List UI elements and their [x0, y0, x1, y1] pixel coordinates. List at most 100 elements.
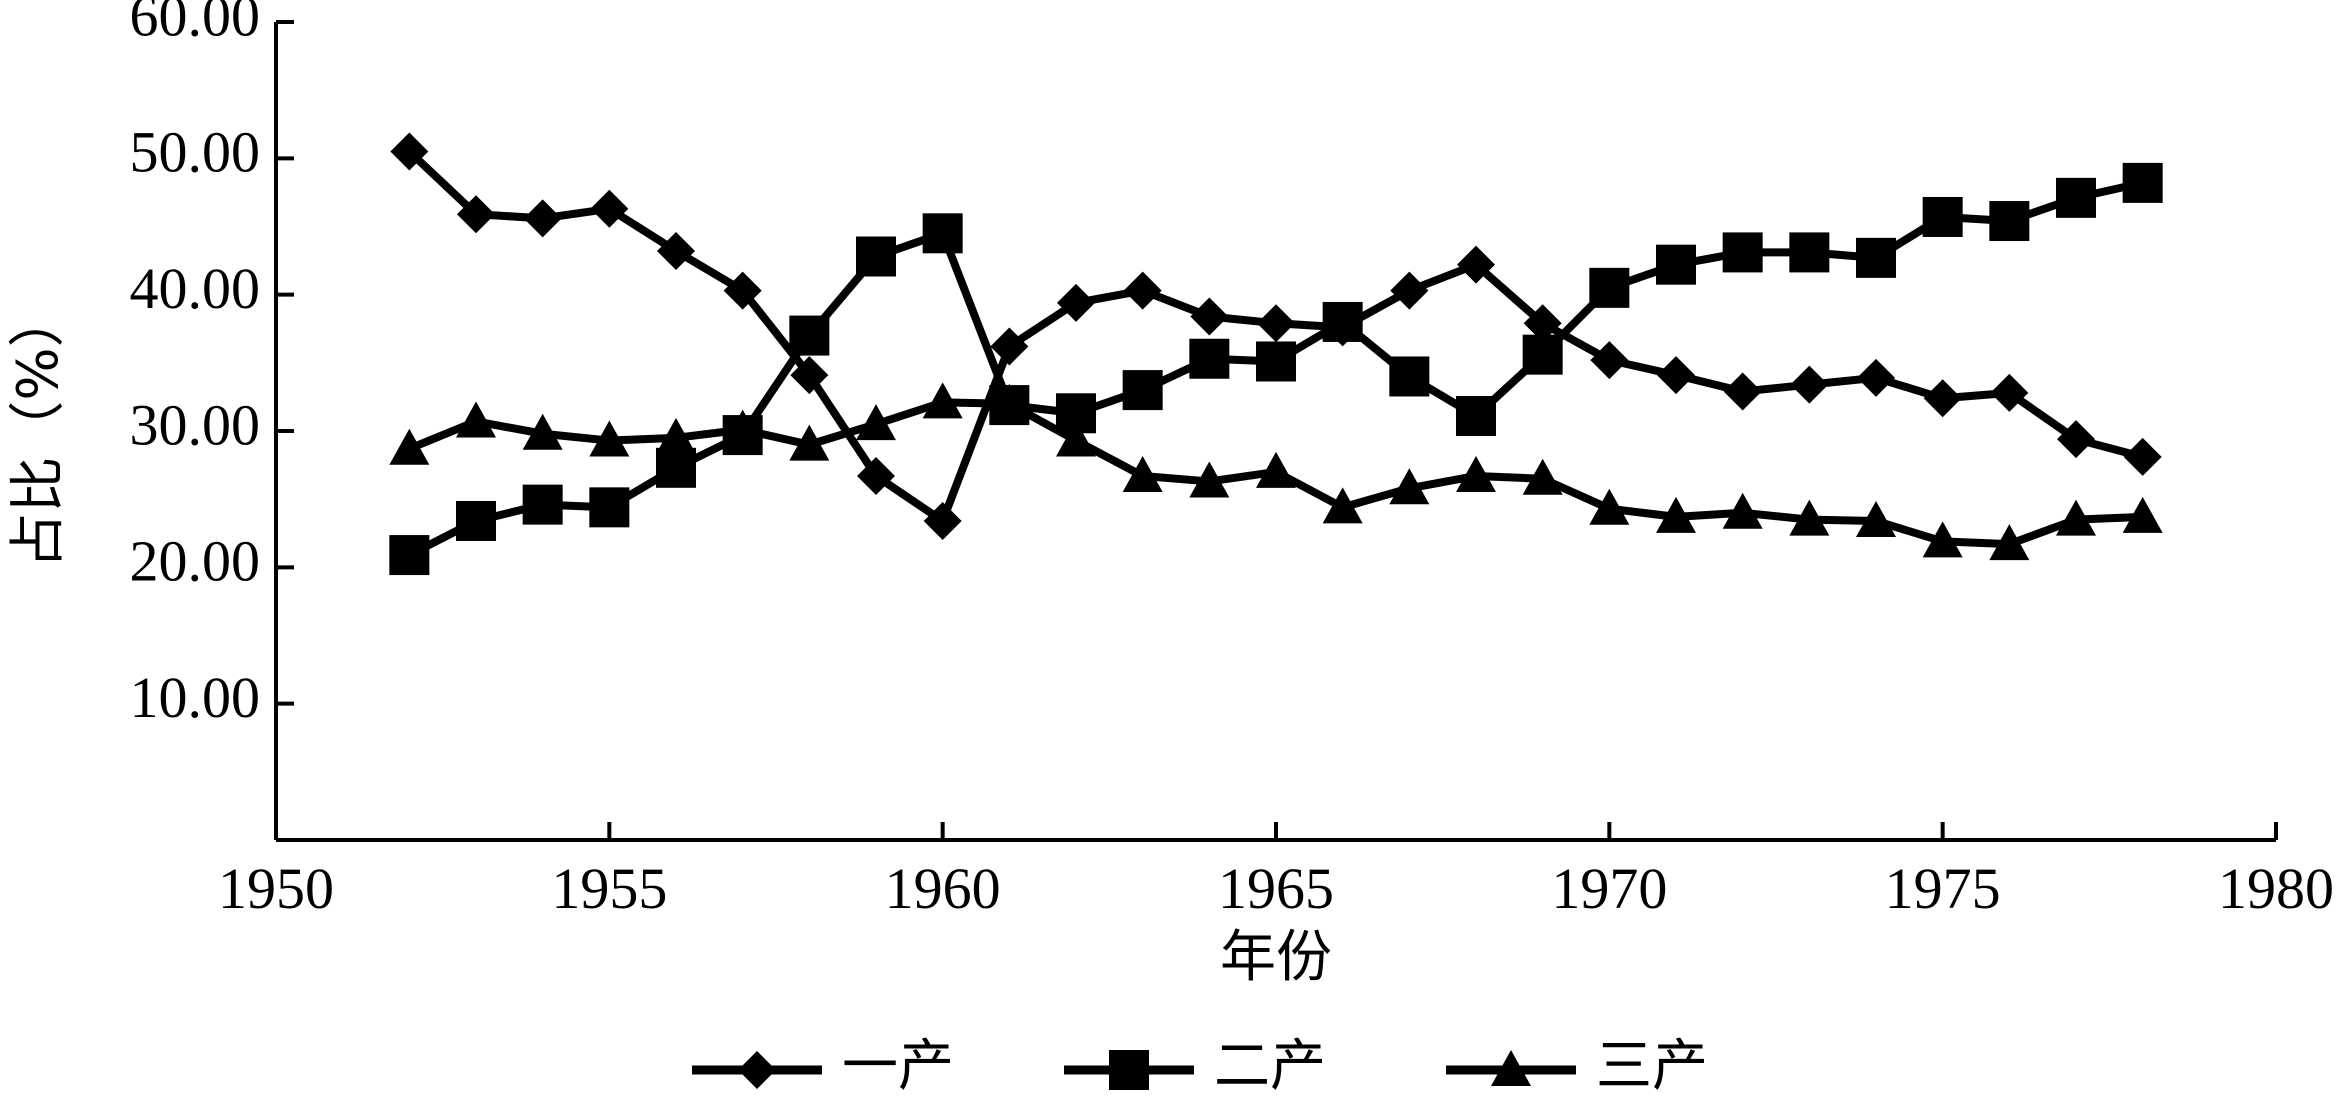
data-point-diamond: [1590, 341, 1629, 380]
data-point-square: [589, 487, 630, 528]
data-point-triangle: [1522, 458, 1563, 495]
data-point-diamond: [1857, 358, 1895, 397]
data-point-triangle: [1989, 524, 2030, 561]
data-point-diamond: [1923, 379, 1962, 418]
data-point-triangle: [789, 424, 830, 461]
data-point-diamond: [523, 199, 562, 238]
legend-label: 三产: [1596, 1034, 1708, 1099]
data-point-diamond: [657, 232, 695, 271]
data-point-triangle: [1456, 455, 1496, 492]
data-point-square: [1122, 370, 1163, 411]
data-point-square: [1656, 244, 1696, 285]
x-tick-label: 1955: [551, 856, 667, 921]
data-point-diamond: [1523, 304, 1562, 343]
data-point-square: [789, 315, 830, 356]
y-axis-ticks: 10.00 20.00 30.00 40.00 50.00 60.00: [130, 0, 294, 730]
legend-label: 二产: [1214, 1034, 1326, 1099]
y-tick-label: 50.00: [130, 120, 261, 185]
data-point-square: [1856, 237, 1896, 278]
data-point-square: [522, 484, 563, 525]
data-point-square: [1989, 201, 2030, 242]
data-point-triangle: [1922, 521, 1963, 558]
data-point-triangle: [2122, 496, 2163, 533]
y-tick-label: 30.00: [130, 392, 261, 457]
data-point-square: [1256, 341, 1296, 382]
data-point-triangle: [1856, 500, 1896, 537]
data-point-triangle: [1322, 487, 1363, 524]
data-point-square: [1522, 334, 1563, 375]
series-layer: [389, 132, 2163, 576]
data-point-triangle: [1189, 461, 1230, 498]
data-point-diamond: [1190, 297, 1229, 336]
data-point-diamond: [1657, 356, 1695, 395]
y-tick-label: 60.00: [130, 0, 261, 48]
data-point-diamond: [2057, 420, 2095, 459]
legend: 一产 二产 三产: [692, 1034, 1708, 1099]
data-point-diamond: [1390, 271, 1429, 310]
data-point-triangle: [1789, 499, 1830, 536]
x-axis-ticks: 1950 1955 1960 1965 1970 1975 1980: [218, 822, 2334, 921]
data-point-triangle: [656, 417, 696, 454]
legend-label: 一产: [842, 1034, 954, 1099]
data-point-diamond: [857, 456, 895, 495]
legend-item: 三产: [1446, 1034, 1708, 1099]
data-point-square: [2056, 177, 2096, 218]
data-point-diamond: [790, 356, 829, 395]
data-point-square: [2122, 162, 2163, 203]
data-point-square: [1456, 396, 1496, 437]
data-point-diamond: [1123, 271, 1162, 310]
data-point-triangle: [856, 404, 896, 441]
legend-marker-diamond: [738, 1051, 776, 1089]
data-point-square: [1722, 232, 1763, 273]
data-point-diamond: [1990, 373, 2029, 412]
data-point-triangle: [389, 428, 430, 465]
data-point-square: [856, 236, 896, 277]
data-point-diamond: [390, 132, 429, 171]
data-point-triangle: [522, 413, 563, 450]
data-point-triangle: [1256, 451, 1296, 488]
data-point-triangle: [2056, 499, 2096, 536]
data-point-triangle: [1056, 420, 1096, 457]
data-point-square: [456, 500, 496, 541]
data-point-square: [1322, 301, 1363, 342]
data-point-diamond: [923, 501, 962, 540]
data-point-square: [1189, 338, 1230, 379]
data-point-triangle: [589, 420, 630, 457]
series-3: [389, 382, 2163, 561]
x-axis-title: 年份: [1220, 925, 1332, 990]
x-tick-label: 1960: [885, 856, 1001, 921]
y-tick-label: 20.00: [130, 529, 261, 594]
legend-item: 二产: [1064, 1034, 1326, 1099]
x-tick-label: 1950: [218, 856, 334, 921]
data-point-square: [922, 213, 963, 254]
x-tick-label: 1980: [2218, 856, 2334, 921]
data-point-square: [656, 447, 696, 488]
y-tick-label: 40.00: [130, 256, 261, 321]
data-point-diamond: [1723, 372, 1762, 411]
data-point-square: [1789, 232, 1830, 273]
data-point-square: [1589, 267, 1630, 308]
data-point-diamond: [1457, 245, 1495, 284]
data-point-diamond: [990, 327, 1029, 366]
data-point-diamond: [457, 195, 495, 234]
y-tick-label: 10.00: [130, 665, 261, 730]
data-point-diamond: [1257, 304, 1295, 343]
y-axis-title: 占比（%）: [6, 291, 71, 568]
data-point-triangle: [456, 401, 496, 438]
data-point-diamond: [590, 189, 629, 228]
data-point-triangle: [922, 382, 963, 419]
x-tick-label: 1965: [1218, 856, 1334, 921]
data-point-triangle: [989, 383, 1030, 420]
x-tick-label: 1970: [1551, 856, 1667, 921]
data-point-square: [1389, 356, 1430, 397]
legend-marker-triangle: [1491, 1050, 1531, 1086]
legend-marker-square: [1109, 1050, 1149, 1090]
data-point-triangle: [1122, 455, 1163, 492]
x-tick-label: 1975: [1885, 856, 2001, 921]
data-point-diamond: [1057, 283, 1095, 322]
axes: [274, 22, 2276, 842]
series-2: [389, 162, 2163, 576]
data-point-triangle: [1389, 468, 1430, 505]
data-point-square: [1922, 196, 1963, 237]
